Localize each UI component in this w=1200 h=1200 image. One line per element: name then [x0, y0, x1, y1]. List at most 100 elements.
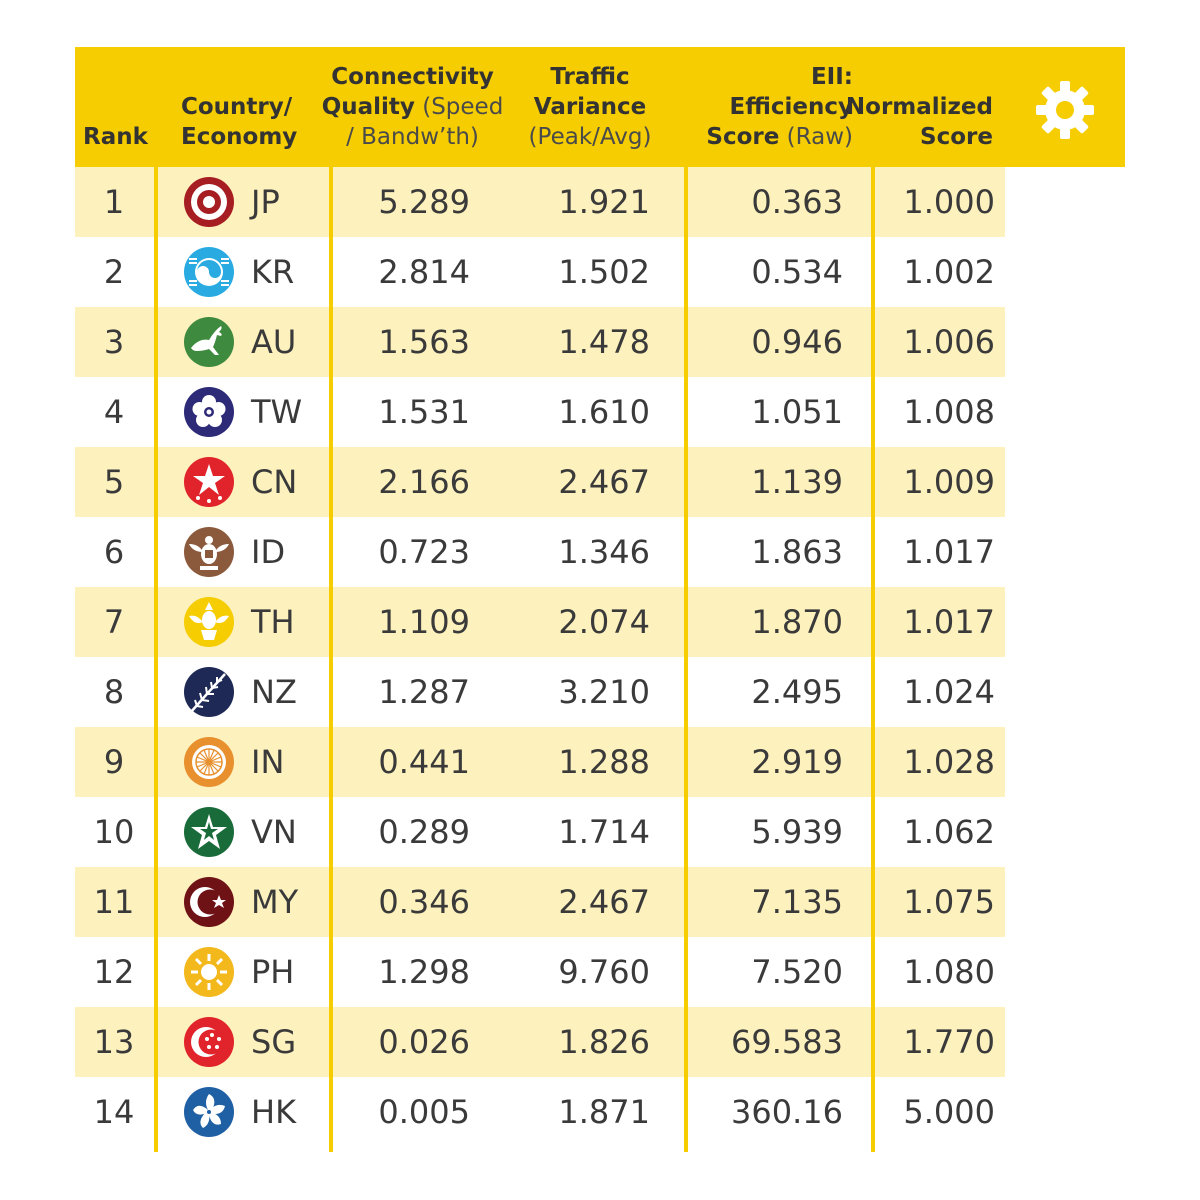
- table-row: 1 JP 5.289 1.921 0.363 1.000: [75, 167, 1005, 237]
- country-code-cell: MY: [251, 883, 299, 921]
- korea-taegeuk-icon: [184, 247, 234, 297]
- vietnam-star-icon: [184, 807, 234, 857]
- connectivity-quality-cell: 0.723: [378, 533, 470, 571]
- country-code-cell: AU: [251, 323, 297, 361]
- data-table: Rank Country/ Economy Connectivity Quali…: [75, 47, 1125, 1147]
- table-row: 4 TW 1.531 1.610 1.051 1.008: [75, 377, 1005, 447]
- normalized-score-cell: 1.008: [903, 393, 995, 431]
- traffic-variance-cell: 1.826: [558, 1023, 650, 1061]
- country-code-cell: PH: [251, 953, 295, 991]
- rank-cell: 1: [103, 183, 125, 221]
- table-body: 1 JP 5.289 1.921 0.363 1.000 2 KR 2.814 1.502 0.53…: [75, 167, 1005, 1147]
- connectivity-quality-cell: 2.166: [378, 463, 470, 501]
- normalized-score-cell: 5.000: [903, 1093, 995, 1131]
- japan-emblem-icon: [184, 177, 234, 227]
- traffic-variance-cell: 1.346: [558, 533, 650, 571]
- traffic-variance-cell: 2.467: [558, 463, 650, 501]
- country-code-cell: CN: [251, 463, 298, 501]
- normalized-score-cell: 1.000: [903, 183, 995, 221]
- ashoka-chakra-icon: [184, 737, 234, 787]
- rank-cell: 5: [103, 463, 125, 501]
- rank-cell: 10: [93, 813, 135, 851]
- connectivity-quality-cell: 1.287: [378, 673, 470, 711]
- connectivity-quality-cell: 1.563: [378, 323, 470, 361]
- country-code-cell: ID: [251, 533, 286, 571]
- eii-score-cell: 1.870: [751, 603, 843, 641]
- rank-cell: 6: [103, 533, 125, 571]
- divider-rank-country: [154, 167, 158, 1152]
- connectivity-quality-cell: 0.346: [378, 883, 470, 921]
- table-row: 6 ID 0.723 1.346 1.863 1.017: [75, 517, 1005, 587]
- eii-score-cell: 0.534: [751, 253, 843, 291]
- eii-score-cell: 0.946: [751, 323, 843, 361]
- philippine-sun-icon: [184, 947, 234, 997]
- normalized-score-cell: 1.006: [903, 323, 995, 361]
- connectivity-quality-cell: 1.109: [378, 603, 470, 641]
- divider-traffic-eii: [684, 167, 688, 1152]
- connectivity-quality-cell: 0.289: [378, 813, 470, 851]
- table-row: 8 NZ 1.287 3.210 2.495 1.024: [75, 657, 1005, 727]
- table-row: 10 VN 0.289 1.714 5.939 1.062: [75, 797, 1005, 867]
- eii-score-cell: 360.16: [731, 1093, 843, 1131]
- rank-cell: 11: [93, 883, 135, 921]
- header-country: Country/ Economy: [181, 94, 298, 150]
- normalized-score-cell: 1.017: [903, 603, 995, 641]
- header-rank: Rank: [83, 124, 148, 150]
- connectivity-quality-cell: 0.005: [378, 1093, 470, 1131]
- normalized-score-cell: 1.770: [903, 1023, 995, 1061]
- rank-cell: 13: [93, 1023, 135, 1061]
- header-traffic-variance: Traffic Variance (Peak/Avg): [528, 64, 652, 150]
- eii-score-cell: 69.583: [731, 1023, 843, 1061]
- eii-score-cell: 1.863: [751, 533, 843, 571]
- header-eii-efficiency-score: EII: Efficiency Score (Raw): [706, 64, 853, 150]
- connectivity-quality-cell: 1.531: [378, 393, 470, 431]
- table-row: 11 MY 0.346 2.467 7.135 1.075: [75, 867, 1005, 937]
- traffic-variance-cell: 1.610: [558, 393, 650, 431]
- rank-cell: 7: [103, 603, 125, 641]
- gear-icon[interactable]: [1035, 80, 1095, 140]
- garuda-icon: [184, 527, 234, 577]
- connectivity-quality-cell: 1.298: [378, 953, 470, 991]
- eii-score-cell: 0.363: [751, 183, 843, 221]
- rank-cell: 9: [103, 743, 125, 781]
- divider-country-connectivity: [329, 167, 333, 1152]
- crescent-star-icon: [184, 877, 234, 927]
- rank-cell: 8: [103, 673, 125, 711]
- country-code-cell: HK: [251, 1093, 297, 1131]
- traffic-variance-cell: 1.714: [558, 813, 650, 851]
- country-code-cell: IN: [251, 743, 285, 781]
- traffic-variance-cell: 1.502: [558, 253, 650, 291]
- bauhinia-icon: [184, 1087, 234, 1137]
- normalized-score-cell: 1.080: [903, 953, 995, 991]
- table-row: 9 IN 0.441 1.288 2.919 1.028: [75, 727, 1005, 797]
- header-normalized-score: Normalized Score: [845, 94, 993, 150]
- plum-blossom-icon: [184, 387, 234, 437]
- eii-score-cell: 1.139: [751, 463, 843, 501]
- table-row: 14 HK 0.005 1.871 360.16 5.000: [75, 1077, 1005, 1147]
- divider-eii-normalized: [871, 167, 875, 1152]
- table-row: 2 KR 2.814 1.502 0.534 1.002: [75, 237, 1005, 307]
- eii-score-cell: 7.135: [751, 883, 843, 921]
- normalized-score-cell: 1.024: [903, 673, 995, 711]
- connectivity-quality-cell: 0.026: [378, 1023, 470, 1061]
- kangaroo-icon: [184, 317, 234, 367]
- eii-score-cell: 7.520: [751, 953, 843, 991]
- connectivity-quality-cell: 0.441: [378, 743, 470, 781]
- traffic-variance-cell: 1.478: [558, 323, 650, 361]
- country-code-cell: VN: [251, 813, 297, 851]
- header-connectivity-quality: Connectivity Quality (Speed / Bandw’th): [321, 64, 504, 150]
- country-code-cell: NZ: [251, 673, 297, 711]
- rank-cell: 2: [103, 253, 125, 291]
- traffic-variance-cell: 2.074: [558, 603, 650, 641]
- normalized-score-cell: 1.017: [903, 533, 995, 571]
- traffic-variance-cell: 9.760: [558, 953, 650, 991]
- traffic-variance-cell: 2.467: [558, 883, 650, 921]
- silver-fern-icon: [184, 667, 234, 717]
- traffic-variance-cell: 1.288: [558, 743, 650, 781]
- country-code-cell: SG: [251, 1023, 297, 1061]
- normalized-score-cell: 1.002: [903, 253, 995, 291]
- eii-score-cell: 2.919: [751, 743, 843, 781]
- rank-cell: 4: [103, 393, 125, 431]
- traffic-variance-cell: 3.210: [558, 673, 650, 711]
- eii-score-cell: 5.939: [751, 813, 843, 851]
